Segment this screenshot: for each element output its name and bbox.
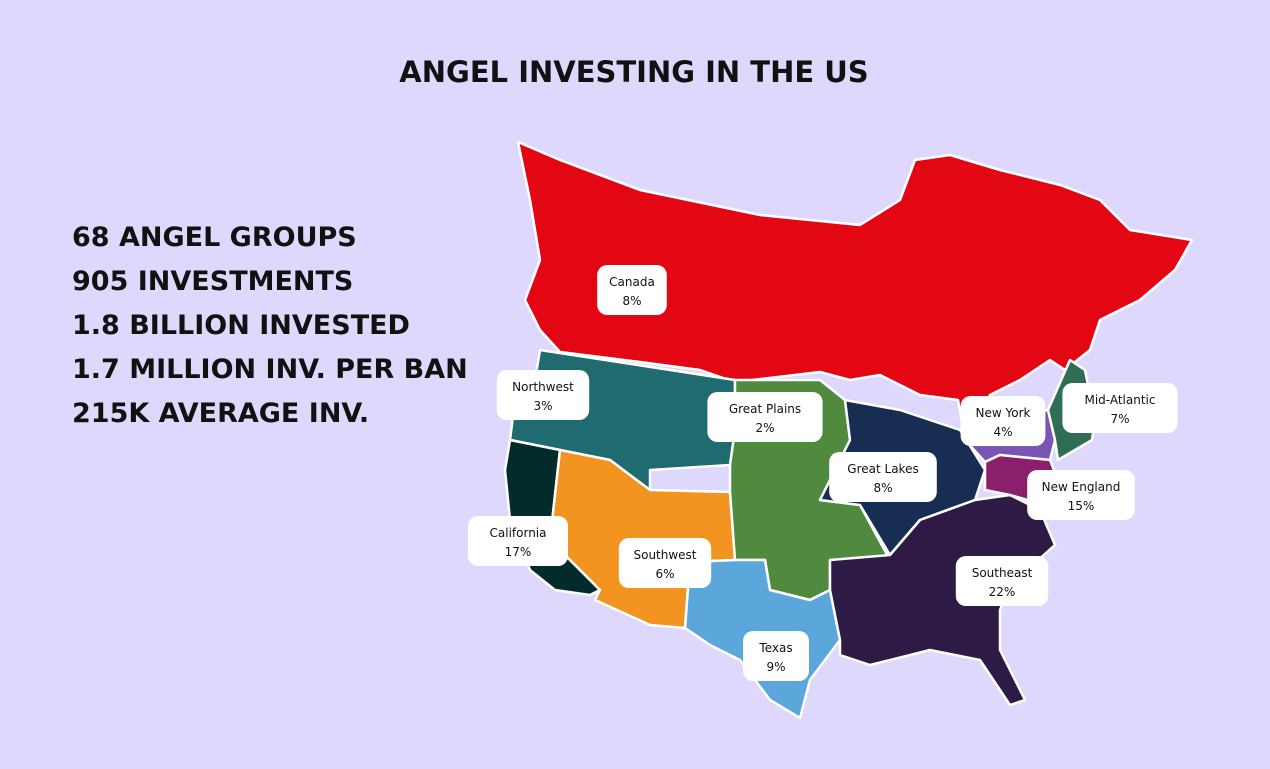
labels: Canada 8% Northwest 3% California 17% Southwes… bbox=[468, 265, 1178, 681]
region-name: Southeast bbox=[972, 566, 1033, 580]
region-value: 6% bbox=[655, 567, 674, 581]
label-box bbox=[597, 265, 667, 315]
stat-line: 215K AVERAGE INV. bbox=[72, 398, 369, 429]
stat-line: 1.8 BILLION INVESTED bbox=[72, 310, 410, 341]
region-value: 7% bbox=[1110, 412, 1129, 426]
label-box bbox=[829, 452, 937, 502]
region-name: Canada bbox=[609, 275, 655, 289]
region bbox=[516, 140, 1194, 442]
stat-line: 905 INVESTMENTS bbox=[72, 266, 353, 297]
stats: 68 ANGEL GROUPS 905 INVESTMENTS 1.8 BILLIO… bbox=[72, 222, 468, 429]
label-box bbox=[468, 516, 568, 566]
label-box bbox=[707, 392, 823, 442]
region-value: 4% bbox=[993, 425, 1012, 439]
label-box bbox=[618, 538, 712, 588]
title: ANGEL INVESTING IN THE US bbox=[399, 55, 868, 89]
region-name: Great Plains bbox=[729, 402, 801, 416]
region-name: Mid-Atlantic bbox=[1084, 393, 1155, 407]
region-name: New England bbox=[1042, 480, 1121, 494]
region-value: 8% bbox=[873, 481, 892, 495]
label-box bbox=[1062, 383, 1178, 433]
region-value: 15% bbox=[1068, 499, 1095, 513]
region bbox=[828, 493, 1057, 707]
region-name: New York bbox=[976, 406, 1031, 420]
region-name: California bbox=[490, 526, 547, 540]
stat-line: 1.7 MILLION INV. PER BAN bbox=[72, 354, 468, 385]
region-value: 17% bbox=[505, 545, 532, 559]
label-box bbox=[1027, 470, 1135, 520]
region-name: Northwest bbox=[512, 380, 574, 394]
label-box bbox=[960, 396, 1046, 446]
label-box bbox=[743, 631, 809, 681]
label-box bbox=[955, 556, 1049, 606]
region-value: 9% bbox=[766, 660, 785, 674]
region-value: 3% bbox=[533, 399, 552, 413]
region-value: 2% bbox=[755, 421, 774, 435]
stat-line: 68 ANGEL GROUPS bbox=[72, 222, 357, 253]
region-name: Great Lakes bbox=[847, 462, 918, 476]
region-name: Southwest bbox=[633, 548, 696, 562]
region-value: 22% bbox=[989, 585, 1016, 599]
region-name: Texas bbox=[758, 641, 792, 655]
region-value: 8% bbox=[622, 294, 641, 308]
label-box bbox=[496, 370, 590, 420]
